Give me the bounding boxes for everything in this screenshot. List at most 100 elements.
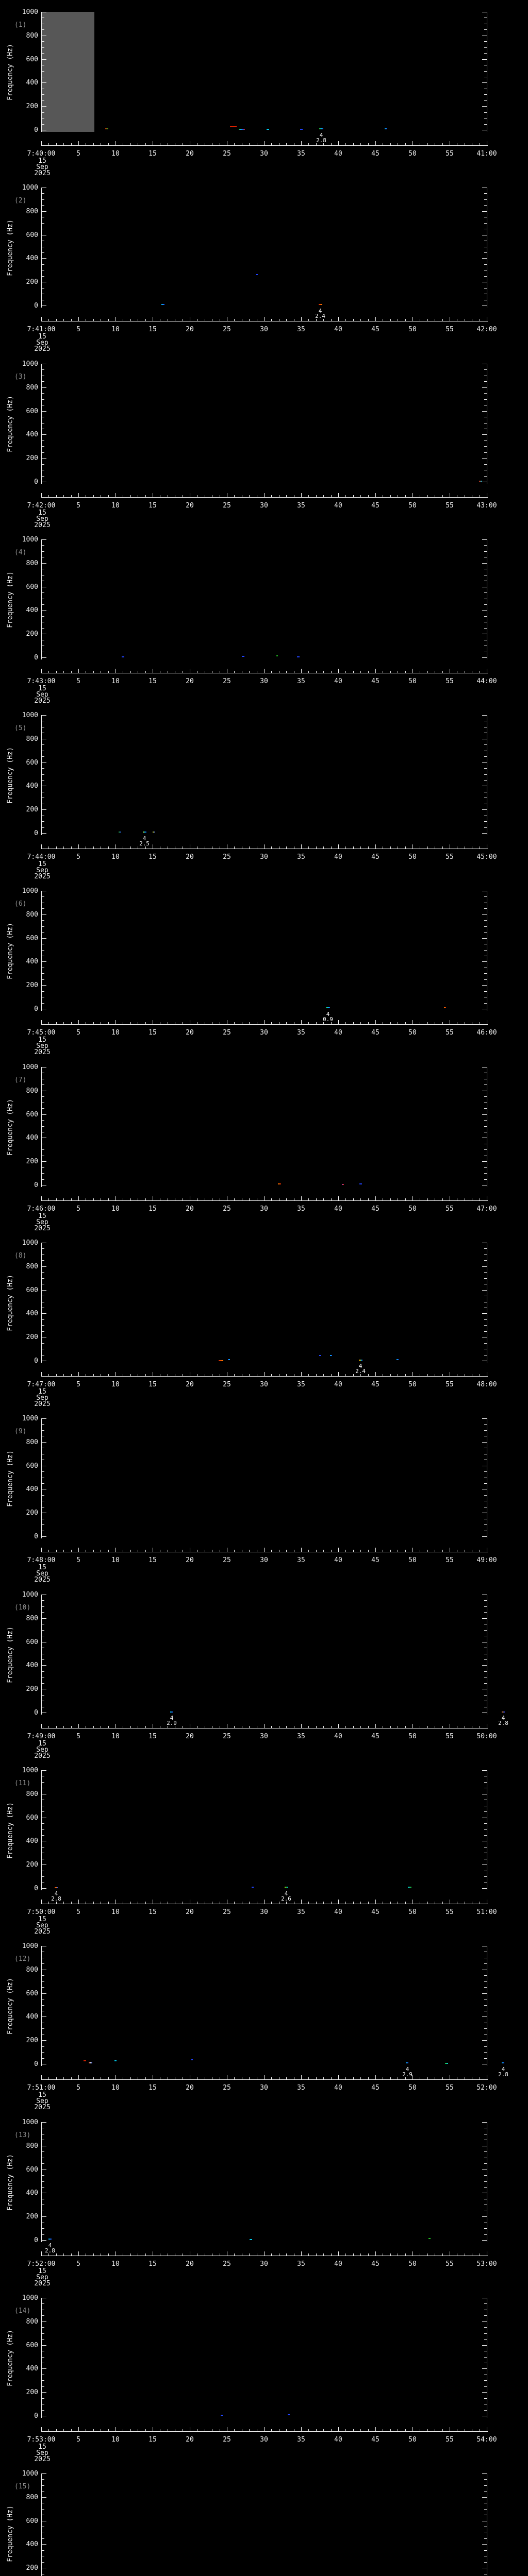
x-tick-label: 25: [223, 1733, 231, 1740]
spectrogram-panel: 0 200 400 600 800 1000 Frequency (Hz) (5) 7:44:0…: [0, 703, 528, 880]
y-tick: [484, 2479, 487, 2480]
x-tick-label: 15: [148, 677, 157, 685]
y-tick: [484, 780, 487, 781]
y-tick-label: 0: [34, 1885, 38, 1892]
y-tick: [42, 604, 44, 605]
y-tick: [42, 628, 44, 629]
y-tick-label: 800: [26, 2494, 38, 2501]
y-tick: [482, 1266, 487, 1267]
x-tick: [375, 669, 376, 673]
y-tick: [42, 1665, 46, 1666]
y-tick: [42, 1987, 44, 1988]
x-tick: [427, 1550, 428, 1552]
y-tick-label: 800: [26, 2318, 38, 2326]
x-tick: [130, 2429, 131, 2431]
y-tick-label: 0: [34, 654, 38, 662]
x-tick-label: 40: [334, 2260, 342, 2268]
x-tick-label: 10: [111, 1029, 120, 1037]
x-tick: [93, 1550, 94, 1552]
x-tick-label: 15: [148, 2436, 157, 2444]
y-tick: [482, 563, 487, 564]
y-tick: [42, 94, 44, 95]
y-tick: [42, 476, 44, 477]
x-tick: [390, 846, 391, 849]
x-tick: [375, 1900, 376, 1904]
x-tick: [93, 1198, 94, 1200]
x-tick-label: 10: [111, 502, 120, 510]
y-tick: [42, 59, 46, 60]
x-tick: [323, 319, 324, 321]
x-tick: [145, 2253, 146, 2256]
x-tick-label: 25: [223, 2260, 231, 2268]
event-mark: [297, 656, 300, 657]
y-tick: [484, 440, 487, 441]
date-line: 2025: [34, 1752, 51, 1760]
x-tick: [78, 493, 79, 497]
x-tick: [78, 1900, 79, 1904]
x-tick: [71, 319, 72, 321]
x-tick: [360, 1726, 361, 1728]
spectrogram-panel: 0 200 400 600 800 1000 Frequency (Hz) (7) 7:46:0…: [0, 1055, 528, 1232]
x-tick: [63, 1374, 64, 1376]
x-tick: [442, 1726, 443, 1728]
y-tick: [484, 199, 487, 200]
y-tick: [484, 2228, 487, 2229]
x-tick: [71, 2077, 72, 2079]
x-tick: [353, 1726, 354, 1728]
y-tick-label: 1000: [22, 1239, 38, 1247]
x-tick: [63, 1726, 64, 1728]
x-tick: [412, 317, 413, 321]
event-mark: [288, 2414, 290, 2415]
x-tick: [360, 1022, 361, 1024]
x-tick: [405, 1726, 406, 1728]
y-tick: [42, 2333, 44, 2334]
y-tick: [42, 2005, 44, 2006]
x-tick: [316, 671, 317, 673]
x-tick: [286, 143, 287, 145]
event-mark: [153, 832, 155, 833]
y-tick: [42, 2175, 44, 2176]
x-tick: [78, 317, 79, 321]
x-tick: [316, 1022, 317, 1024]
x-tick: [405, 1902, 406, 1904]
y-tick-label: 400: [26, 1134, 38, 1142]
event-mark: [55, 1887, 58, 1888]
x-tick: [405, 495, 406, 497]
x-tick: [308, 2077, 309, 2079]
x-end-label: 49:00: [476, 1556, 497, 1564]
y-tick: [42, 1173, 44, 1174]
y-tick: [484, 2315, 487, 2316]
y-tick: [482, 1888, 487, 1889]
x-tick: [331, 1550, 332, 1552]
x-tick: [56, 1198, 57, 1200]
event-mark: [278, 1183, 281, 1184]
y-tick: [484, 545, 487, 546]
y-tick: [42, 124, 44, 125]
x-end-label: 52:00: [476, 2084, 497, 2092]
y-tick: [42, 2497, 46, 2498]
x-tick: [360, 2429, 361, 2431]
y-tick-label: 0: [34, 1357, 38, 1365]
y-tick: [484, 1325, 487, 1326]
y-tick: [482, 1665, 487, 1666]
x-tick: [93, 846, 94, 849]
date-line: Sep: [36, 1218, 48, 1226]
x-tick: [41, 1548, 42, 1552]
y-tick: [42, 288, 44, 289]
x-tick-label: 50: [408, 1381, 417, 1388]
y-axis-left: [41, 1418, 42, 1538]
y-tick: [482, 1418, 487, 1419]
x-tick: [368, 495, 369, 497]
x-start-label: 7:45:00: [27, 1029, 56, 1037]
y-tick: [42, 780, 44, 781]
y-tick: [42, 1418, 46, 1419]
x-tick: [271, 1198, 272, 1200]
x-tick: [442, 319, 443, 321]
y-axis-title: Frequency (Hz): [6, 1275, 14, 1331]
x-tick: [360, 319, 361, 321]
x-tick: [249, 495, 250, 497]
x-tick-label: 50: [408, 2260, 417, 2268]
x-tick: [63, 495, 64, 497]
x-start-label: 7:49:00: [27, 1733, 56, 1740]
x-end-label: 48:00: [476, 1381, 497, 1388]
